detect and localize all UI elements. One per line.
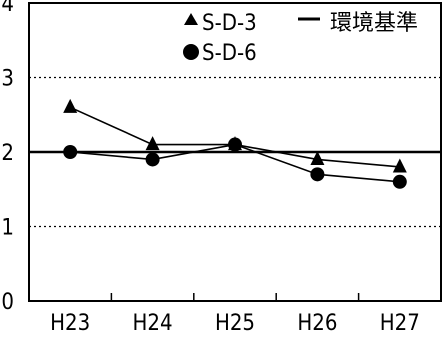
data-point-triangle [392,158,407,173]
legend-triangle-icon [184,13,198,25]
x-tick-label: H27 [380,311,420,333]
data-point-triangle [63,98,78,113]
y-tick-label: 0 [1,290,14,315]
y-tick-label: 3 [1,67,14,92]
legend: S-D-3 S-D-6 環境基準 [183,11,418,66]
legend-label-s-d-3: S-D-3 [202,11,257,36]
y-tick-label: 4 [1,0,14,17]
x-tick-label: H24 [133,311,173,333]
plot-frame [28,2,442,302]
legend-label-reference: 環境基準 [330,11,418,36]
legend-circle-icon [183,44,199,60]
series-layer [63,98,407,189]
data-point-triangle [310,151,325,166]
x-tick-label: H25 [215,311,255,333]
legend-label-s-d-6: S-D-6 [202,41,257,66]
data-point-triangle [145,136,160,151]
data-point-circle [228,137,242,152]
x-tick-label: H26 [297,311,337,333]
x-tick-label: H23 [50,311,90,333]
data-point-circle [392,174,407,189]
data-point-circle [310,167,325,182]
grid-layer [29,76,441,228]
data-point-circle [63,145,78,159]
y-tick-label: 1 [1,216,14,241]
y-tick-label: 2 [1,141,14,166]
data-point-circle [145,152,160,167]
